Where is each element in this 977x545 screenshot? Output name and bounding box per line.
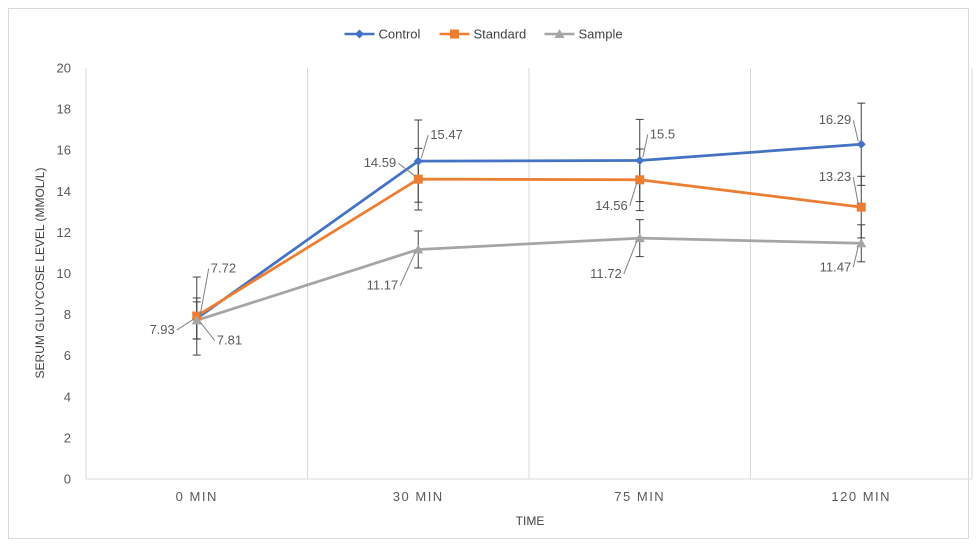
series-line-sample [196,236,862,322]
data-label: 11.72 [590,266,622,281]
y-tick-label: 16 [57,143,71,158]
leader-line [399,252,416,286]
y-tick-label: 6 [64,348,71,363]
data-point [856,139,866,149]
chart-border [8,8,969,539]
data-point [191,315,202,325]
legend-label: Standard [474,27,527,42]
data-point [413,174,423,184]
data-label: 16.29 [819,112,852,127]
data-point [856,238,867,248]
series-markers [191,139,867,325]
series-line-control [195,142,862,320]
x-tick-label: 120 MIN [831,489,891,504]
leader-line [623,240,638,275]
leader-line [176,318,195,331]
data-label: 15.47 [430,127,463,142]
leader-line [199,321,216,341]
y-tick-label: 0 [64,472,71,487]
y-tick-label: 10 [57,266,71,281]
y-axis-title: SERUM GLUYCOSE LEVEL (MMOL/L) [33,168,47,379]
grid [85,68,973,480]
legend: Control Standard Sample [344,27,623,42]
data-label: 7.93 [149,322,174,337]
data-label: 7.72 [211,260,236,275]
leader-line [629,182,638,206]
y-tick-label: 8 [64,307,71,322]
data-point [413,156,423,166]
series-line-standard [196,177,862,318]
y-axis: 0 2 4 6 8 10 12 14 16 18 20 [57,61,71,487]
y-tick-label: 14 [57,184,71,199]
leader-line [199,268,210,318]
leader-line [397,162,416,177]
legend-marker [355,29,364,39]
y-tick-label: 2 [64,430,71,445]
x-tick-label: 30 MIN [393,489,444,504]
data-labels: 7.81 15.47 15.5 16.29 7.93 14.59 14.56 13.23 7.7… [149,112,859,348]
y-tick-label: 4 [64,389,71,404]
x-axis-title: TIME [516,514,545,528]
legend-marker [554,29,565,38]
y-tick-label: 12 [57,225,71,240]
data-label: 14.59 [364,155,397,170]
legend-marker [450,29,459,39]
legend-label: Sample [579,27,623,42]
data-label: 11.47 [820,259,852,274]
y-tick-label: 18 [57,102,71,117]
y-tick-label: 20 [57,61,71,76]
data-point [856,202,866,212]
data-point [635,155,645,165]
leader-line [852,246,859,268]
data-label: 15.5 [650,126,675,141]
data-point [413,244,424,254]
leader-line [420,134,429,159]
data-label: 13.23 [819,169,852,184]
x-tick-label: 75 MIN [614,489,665,504]
x-tick-label: 0 MIN [176,489,218,504]
data-label: 14.56 [595,198,628,213]
leader-line [852,177,859,205]
data-point [634,233,645,243]
leader-line [852,120,859,142]
leader-line [642,134,649,158]
data-point [635,175,645,185]
x-axis: 0 MIN 30 MIN 75 MIN 120 MIN [176,489,891,504]
legend-label: Control [379,27,421,42]
data-label: 7.81 [217,333,242,348]
series-lines [195,142,862,322]
data-label: 11.17 [367,277,399,292]
